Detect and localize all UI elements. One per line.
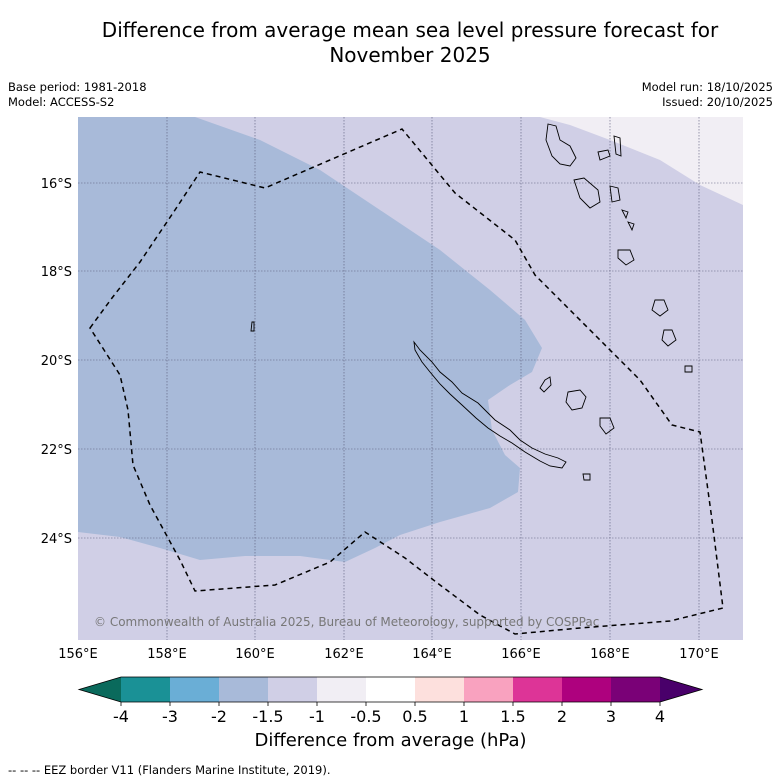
colorbar-segment <box>170 677 219 702</box>
title-line-1: Difference from average mean sea level p… <box>101 18 719 42</box>
map-area <box>78 117 743 640</box>
erromango-coast <box>651 299 669 317</box>
new-caledonia-coast <box>413 340 567 469</box>
graticule <box>78 117 743 640</box>
mare-coast <box>599 417 615 435</box>
colorbar-segment <box>366 677 415 702</box>
longitude-labels: 156°E 158°E 160°E 162°E 164°E 166°E 168°… <box>58 647 719 662</box>
tongoa-coast <box>627 221 635 232</box>
colorbar-tick-label: -1 <box>309 707 325 726</box>
espiritu-santo-coast <box>545 123 577 167</box>
anomaly-band-minus2-minus1p5 <box>78 117 542 562</box>
lon-tick: 170°E <box>679 647 719 662</box>
issued-date: Issued: 20/10/2025 <box>662 95 773 109</box>
colorbar-segment <box>611 677 660 702</box>
lon-tick: 164°E <box>412 647 452 662</box>
ouvea-coast <box>539 376 552 393</box>
map-title: Difference from average mean sea level p… <box>60 18 760 68</box>
base-period: Base period: 1981-2018 <box>8 80 147 94</box>
colorbar-under-arrow <box>79 677 121 702</box>
latitude-labels: 16°S 18°S 20°S 22°S 24°S <box>41 177 72 547</box>
coastlines <box>250 123 693 481</box>
colorbar: -4 -3 -2 -1.5 -1 -0.5 0.5 1 1.5 2 3 4 <box>77 676 704 726</box>
colorbar-over-arrow <box>660 677 702 702</box>
colorbar-tick-label: 3 <box>606 707 616 726</box>
title-line-2: November 2025 <box>329 43 491 67</box>
colorbar-tick-label: -4 <box>113 707 129 726</box>
epi-coast <box>621 209 629 220</box>
eez-border <box>89 128 724 635</box>
colorbar-tick-label: 1 <box>459 707 469 726</box>
isle-of-pines-coast <box>582 473 591 481</box>
colorbar-segment <box>464 677 513 702</box>
model-name: Model: ACCESS-S2 <box>8 95 115 109</box>
lat-tick: 16°S <box>41 177 72 192</box>
colorbar-segment <box>317 677 366 702</box>
colorbar-tick-label: -3 <box>162 707 178 726</box>
aneityum-coast <box>684 365 693 373</box>
chesterfield-islet <box>250 321 255 332</box>
efate-coast <box>617 249 635 266</box>
colorbar-tick-label: -1.5 <box>252 707 283 726</box>
lon-tick: 160°E <box>235 647 275 662</box>
colorbar-tick-label: 4 <box>655 707 665 726</box>
tanna-coast <box>661 329 677 347</box>
maewo-coast <box>597 149 611 161</box>
colorbar-segment <box>415 677 464 702</box>
colorbar-segment <box>121 677 170 702</box>
anomaly-band-minus1-minus0p5 <box>540 117 743 205</box>
lat-tick: 20°S <box>41 354 72 369</box>
colorbar-segment <box>562 677 611 702</box>
colorbar-segment <box>513 677 562 702</box>
eez-legend-footnote: -- -- -- EEZ border V11 (Flanders Marine… <box>8 763 331 777</box>
ambrym-coast <box>609 185 621 203</box>
colorbar-tick-label: 1.5 <box>500 707 525 726</box>
meta-right: Model run: 18/10/2025 Issued: 20/10/2025 <box>642 80 773 110</box>
colorbar-segment <box>219 677 268 702</box>
lifou-coast <box>565 389 587 411</box>
colorbar-tick-label: -2 <box>211 707 227 726</box>
colorbar-tick-label: 0.5 <box>402 707 427 726</box>
copyright-notice: © Commonwealth of Australia 2025, Bureau… <box>94 615 599 629</box>
pentecost-coast <box>613 135 622 157</box>
colorbar-tick-label: -0.5 <box>350 707 381 726</box>
colorbar-label: Difference from average (hPa) <box>254 730 527 751</box>
lon-tick: 158°E <box>147 647 187 662</box>
lat-tick: 24°S <box>41 532 72 547</box>
malekula-coast <box>573 177 601 209</box>
lat-tick: 22°S <box>41 443 72 458</box>
lon-tick: 166°E <box>501 647 541 662</box>
lon-tick: 162°E <box>324 647 364 662</box>
colorbar-tick-label: 2 <box>557 707 567 726</box>
lat-tick: 18°S <box>41 265 72 280</box>
meta-left: Base period: 1981-2018 Model: ACCESS-S2 <box>8 80 147 110</box>
colorbar-segment <box>268 677 317 702</box>
lon-tick: 156°E <box>58 647 98 662</box>
model-run: Model run: 18/10/2025 <box>641 80 773 94</box>
lon-tick: 168°E <box>590 647 630 662</box>
